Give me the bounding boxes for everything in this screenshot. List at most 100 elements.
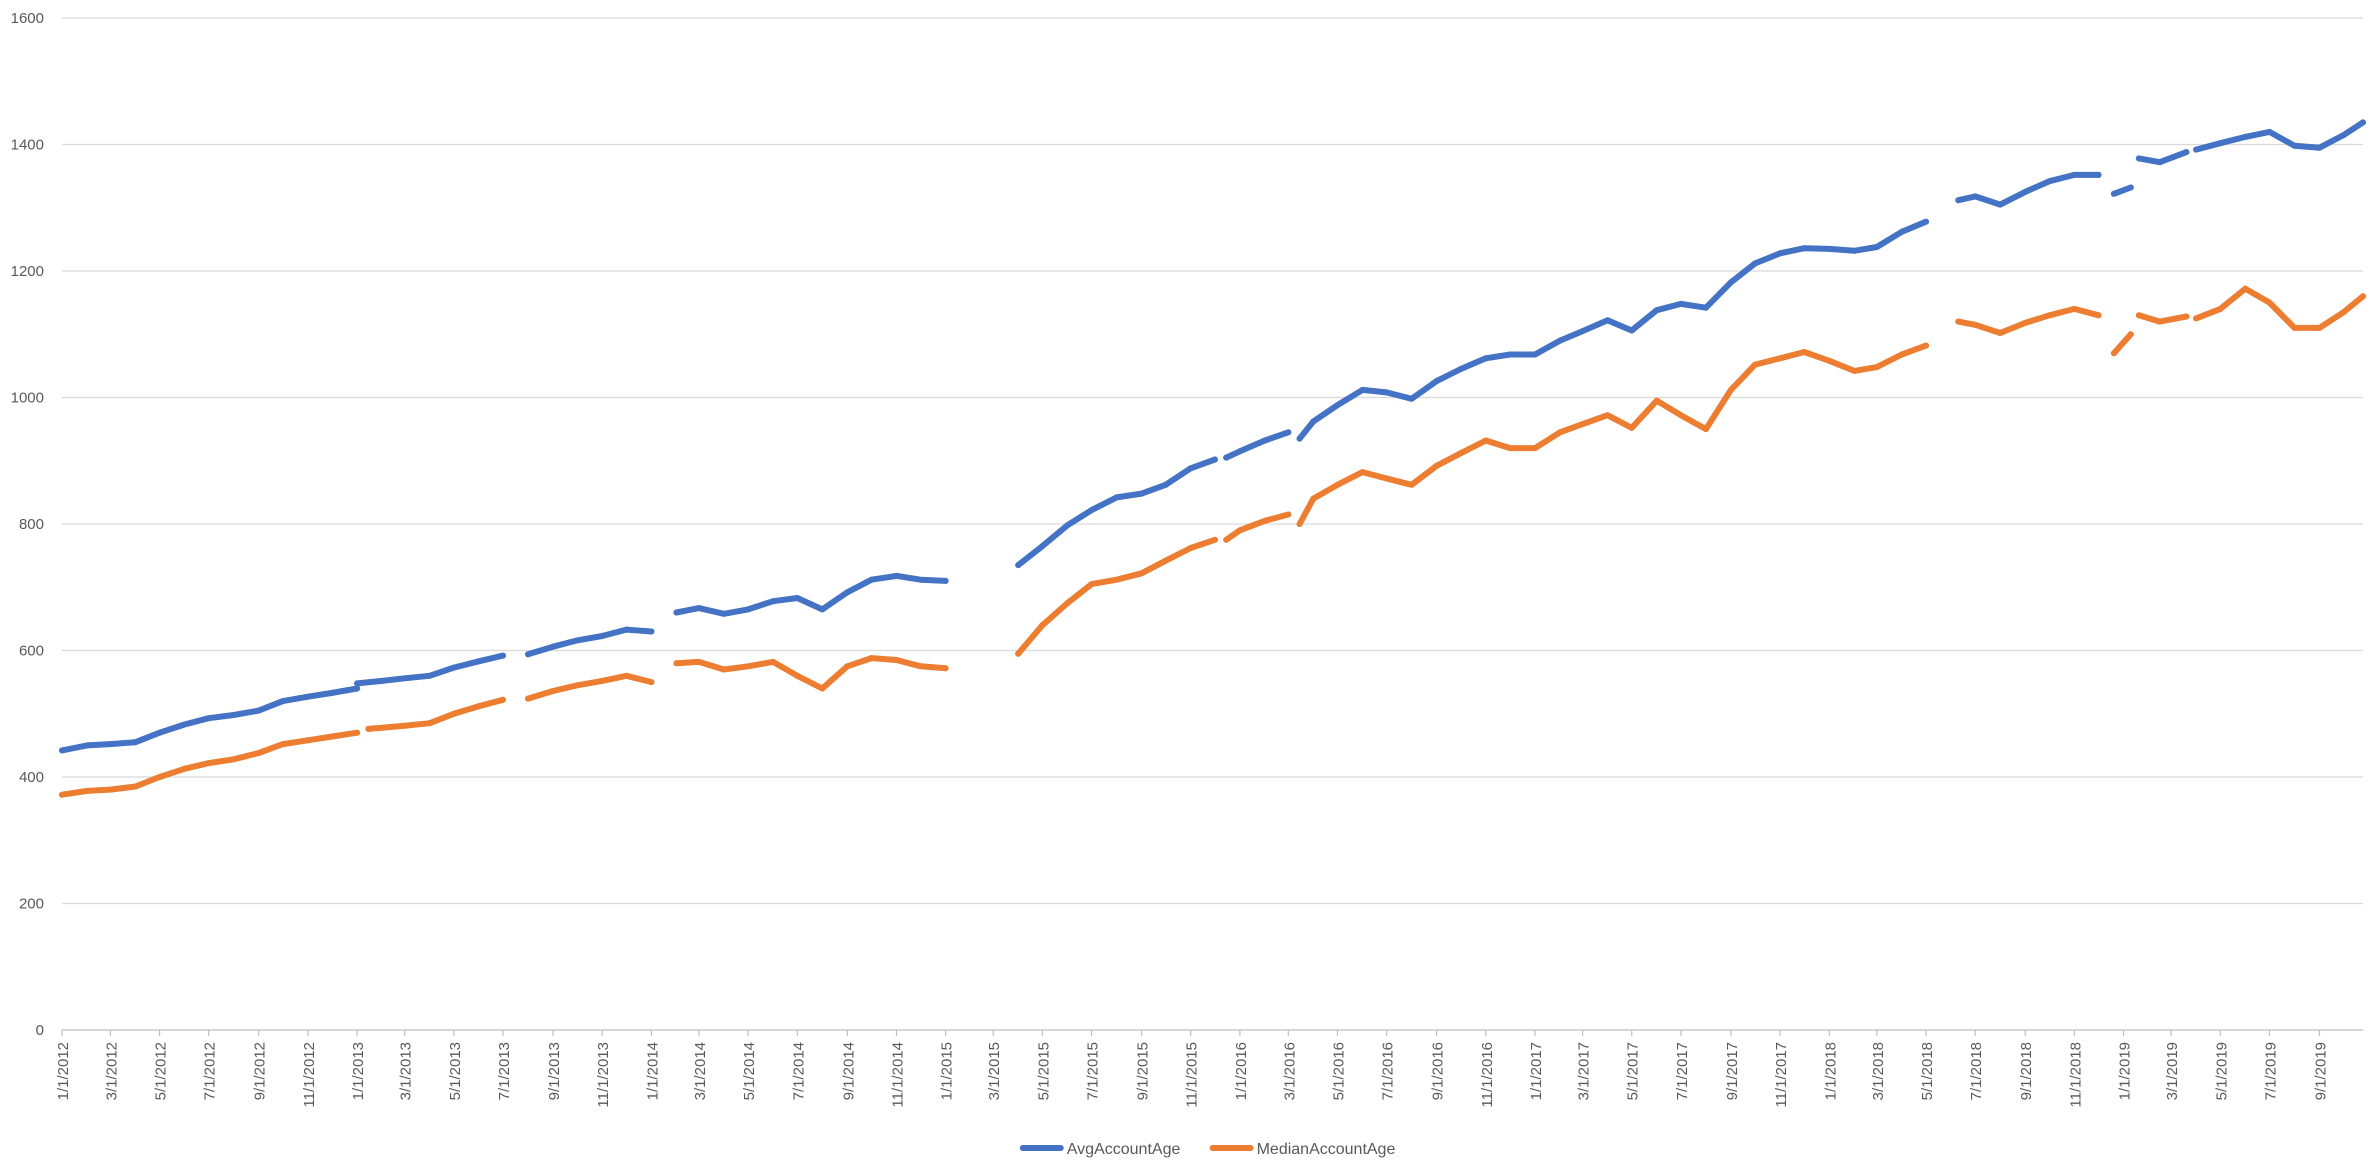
x-tick-label: 11/1/2015	[1184, 1042, 1201, 1108]
data-point	[745, 606, 752, 613]
data-point	[1997, 330, 2004, 336]
data-point	[2127, 184, 2134, 191]
data-point	[2340, 309, 2347, 316]
y-tick-label: 1200	[11, 263, 44, 280]
data-point	[1383, 475, 1390, 482]
data-point	[599, 633, 606, 639]
data-point	[1604, 317, 1611, 324]
data-point	[648, 628, 655, 635]
data-point	[156, 729, 163, 736]
data-point	[1138, 490, 1145, 497]
x-tick-label: 5/1/2012	[153, 1042, 170, 1100]
data-point	[230, 712, 237, 718]
data-point	[1015, 562, 1022, 569]
data-point	[2127, 331, 2134, 338]
data-point	[1532, 351, 1538, 358]
x-tick-label: 5/1/2018	[1919, 1042, 1936, 1100]
data-point	[329, 733, 336, 740]
data-point	[868, 576, 875, 583]
data-point	[1113, 576, 1120, 583]
x-tick-label: 7/1/2018	[1968, 1042, 1985, 1100]
x-tick-label: 3/1/2013	[398, 1042, 415, 1100]
data-point	[794, 595, 801, 601]
series-line-segment	[2135, 312, 2190, 325]
data-point	[1702, 426, 1709, 433]
y-tick-label: 1400	[11, 137, 44, 154]
series-line-segment	[1296, 218, 1929, 442]
x-tick-label: 7/1/2019	[2262, 1042, 2279, 1100]
series-line-segment	[525, 626, 655, 658]
data-point	[1579, 421, 1586, 428]
data-point	[1873, 244, 1880, 250]
x-tick-label: 9/1/2012	[252, 1042, 269, 1100]
y-tick-label: 400	[19, 769, 44, 786]
data-point	[525, 651, 531, 658]
data-point	[1285, 511, 1292, 518]
data-point	[2242, 133, 2249, 140]
y-tick-label: 1600	[11, 10, 44, 27]
x-tick-label: 5/1/2015	[1035, 1042, 1052, 1100]
x-tick-label: 11/1/2014	[889, 1042, 906, 1108]
data-point	[1310, 418, 1317, 425]
data-point	[720, 666, 727, 673]
data-point	[1851, 367, 1858, 374]
data-point	[1653, 397, 1660, 404]
data-point	[1898, 228, 1905, 235]
data-point	[1211, 536, 1218, 543]
gridlines	[62, 17, 2363, 905]
data-point	[1088, 581, 1095, 588]
series-line-segment	[2110, 331, 2134, 357]
data-point	[1261, 517, 1268, 524]
y-tick-label: 600	[19, 643, 44, 660]
series-line-segment	[1955, 305, 2102, 336]
data-point	[304, 737, 311, 744]
series-line-segment	[1223, 429, 1292, 461]
data-point	[354, 685, 361, 692]
data-point	[1826, 245, 1833, 252]
data-point	[695, 658, 702, 665]
data-point	[365, 725, 372, 732]
data-point	[917, 663, 924, 670]
data-point	[304, 693, 311, 700]
data-point	[1015, 650, 1022, 657]
data-point	[401, 675, 408, 682]
data-point	[59, 791, 65, 798]
data-point	[2266, 128, 2273, 135]
data-point	[1727, 279, 1734, 286]
data-point	[574, 682, 581, 689]
x-tick-label: 9/1/2015	[1135, 1042, 1152, 1100]
series-line-segment	[525, 672, 655, 702]
series-line-segment	[365, 696, 506, 732]
x-tick-label: 9/1/2017	[1724, 1042, 1741, 1100]
data-point	[1433, 378, 1440, 385]
data-point	[59, 747, 65, 754]
data-point	[1223, 454, 1230, 461]
x-tick-label: 1/1/2019	[2117, 1042, 2134, 1100]
data-point	[2217, 305, 2224, 312]
x-axis: 1/1/2012 3/1/2012 5/1/2012 7/1/2012 9/1/2012…	[55, 1029, 2363, 1108]
data-point	[1408, 395, 1415, 402]
data-point	[1064, 600, 1071, 607]
data-point	[1359, 386, 1366, 393]
data-point	[844, 589, 851, 596]
data-point	[2110, 350, 2117, 357]
x-tick-label: 1/1/2015	[939, 1042, 956, 1100]
data-point	[426, 672, 433, 679]
data-point	[2183, 313, 2190, 320]
data-point	[1727, 386, 1734, 393]
data-point	[2291, 142, 2298, 149]
data-point	[1187, 545, 1194, 551]
data-point	[1653, 307, 1660, 314]
data-point	[1039, 622, 1046, 629]
x-tick-label: 1/1/2017	[1528, 1042, 1545, 1100]
data-point	[2266, 299, 2273, 306]
data-point	[1801, 245, 1808, 252]
x-tick-label: 1/1/2016	[1233, 1042, 1250, 1100]
x-tick-label: 11/1/2016	[1479, 1042, 1496, 1108]
data-point	[1604, 412, 1611, 419]
data-point	[205, 715, 212, 722]
x-tick-label: 1/1/2013	[350, 1042, 367, 1100]
data-point	[450, 710, 457, 717]
data-point	[181, 765, 188, 772]
